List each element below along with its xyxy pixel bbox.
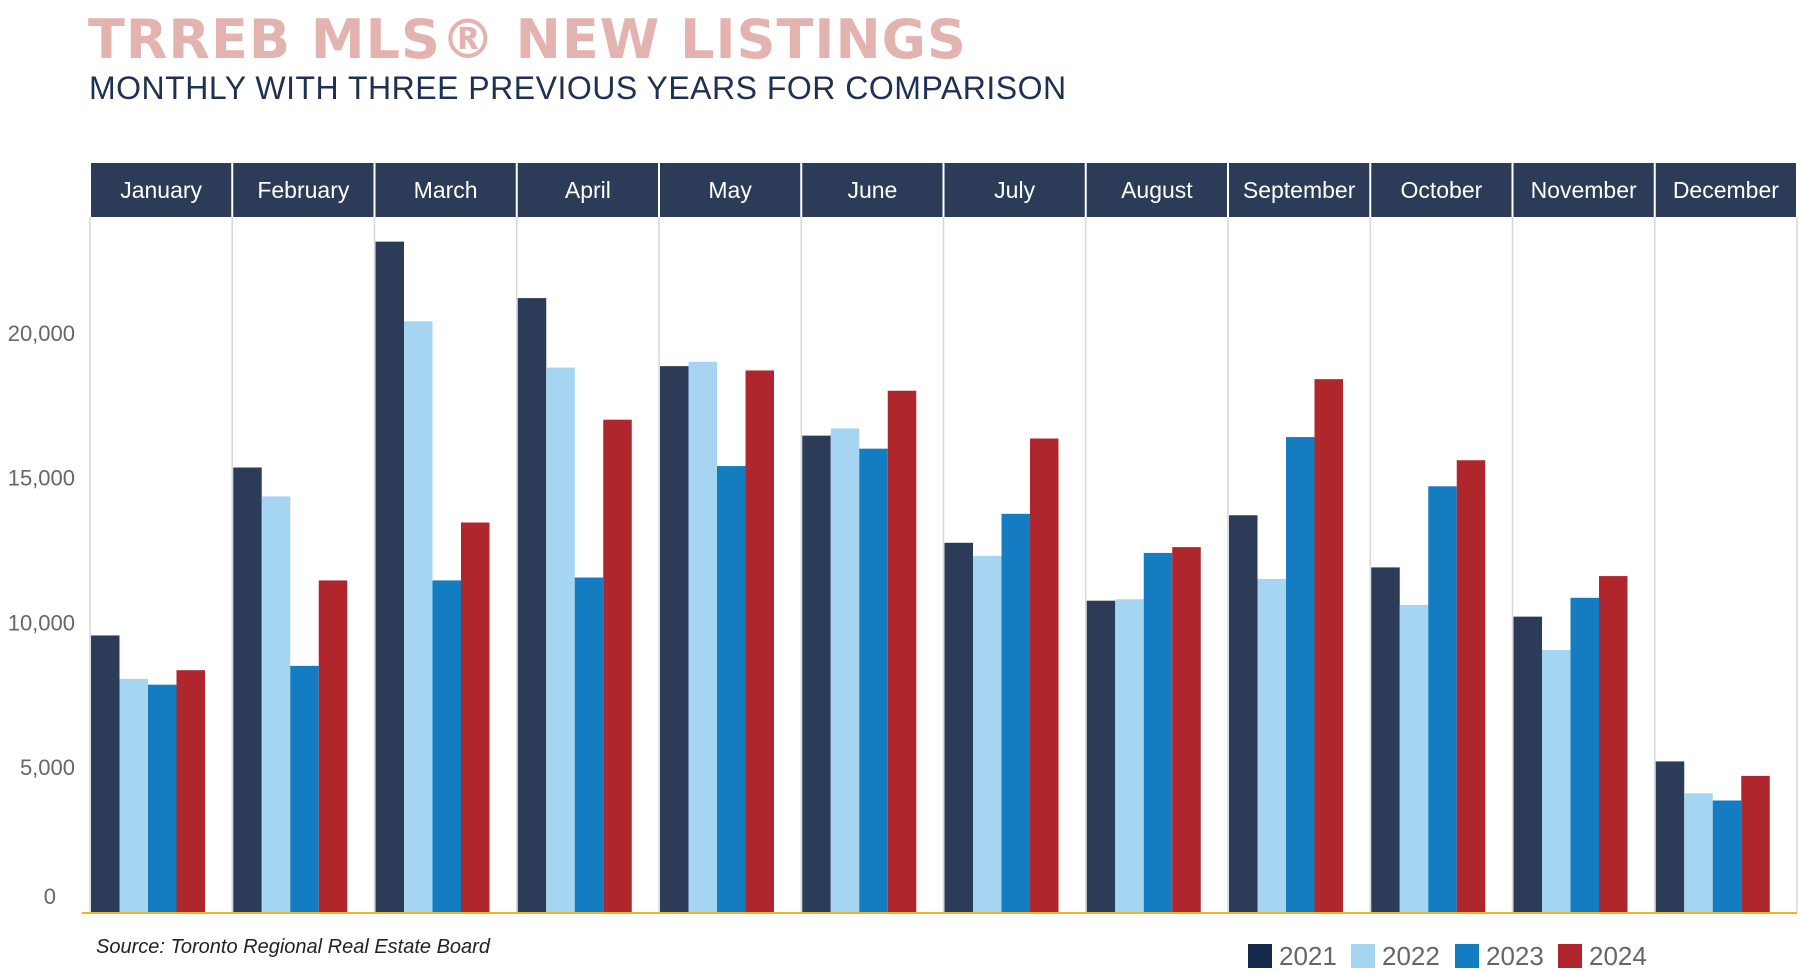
- bar-january-2021: [91, 635, 120, 912]
- bar-june-2021: [802, 435, 831, 912]
- month-label: November: [1531, 177, 1637, 203]
- month-header-november: [1513, 163, 1654, 217]
- bar-july-2022: [973, 555, 1002, 912]
- bar-july-2024: [1030, 438, 1059, 912]
- bar-march-2022: [404, 321, 433, 912]
- month-header-december: [1655, 163, 1796, 217]
- y-tick-label: 15,000: [8, 466, 75, 491]
- bar-march-2023: [432, 580, 461, 912]
- month-label: April: [565, 177, 611, 203]
- month-header-february: [233, 163, 374, 217]
- legend: 2021 2022 2023 2024: [1248, 941, 1647, 971]
- bar-march-2021: [375, 241, 404, 913]
- month-label: July: [994, 177, 1035, 203]
- bar-december-2021: [1655, 761, 1685, 912]
- legend-label-2022: 2022: [1382, 941, 1440, 971]
- bar-november-2022: [1542, 649, 1571, 912]
- month-label: March: [414, 177, 478, 203]
- bar-december-2024: [1741, 775, 1770, 912]
- bar-august-2023: [1143, 552, 1173, 912]
- month-label: August: [1121, 177, 1193, 203]
- legend-swatch-2021: [1248, 944, 1272, 968]
- month-label: October: [1400, 177, 1482, 203]
- bar-may-2022: [688, 361, 717, 913]
- bar-august-2022: [1115, 599, 1144, 912]
- bar-november-2023: [1570, 597, 1599, 912]
- bar-october-2024: [1456, 460, 1486, 912]
- legend-swatch-2022: [1351, 944, 1375, 968]
- legend-label-2021: 2021: [1279, 941, 1337, 971]
- bar-september-2023: [1286, 437, 1315, 912]
- bar-april-2024: [603, 419, 632, 912]
- month-header-row: January February March April May June July Augu…: [91, 163, 1796, 217]
- legend-swatch-2023: [1455, 944, 1479, 968]
- month-label: January: [120, 177, 202, 203]
- bar-february-2022: [261, 496, 291, 912]
- bar-october-2023: [1428, 486, 1457, 912]
- bar-august-2024: [1172, 547, 1201, 912]
- month-header-august: [1086, 163, 1227, 217]
- chart-title: TRREB MLS® NEW LISTINGS: [88, 8, 967, 71]
- bar-september-2022: [1257, 578, 1286, 912]
- bar-december-2023: [1712, 800, 1742, 912]
- bar-january-2023: [148, 684, 177, 912]
- month-header-january: [91, 163, 232, 217]
- source-note: Source: Toronto Regional Real Estate Boa…: [96, 936, 490, 958]
- bar-june-2023: [859, 448, 888, 912]
- bar-november-2021: [1513, 616, 1542, 912]
- bar-november-2024: [1599, 576, 1628, 912]
- month-header-september: [1229, 163, 1370, 217]
- month-header-may: [660, 163, 801, 217]
- y-tick-label: 5,000: [20, 755, 75, 780]
- bar-july-2021: [944, 542, 973, 912]
- y-axis: 0 5,000 10,000 15,000 20,000: [8, 321, 75, 909]
- month-label: December: [1673, 177, 1779, 203]
- month-label: February: [257, 177, 350, 203]
- bar-october-2021: [1371, 567, 1400, 912]
- bar-march-2024: [461, 522, 490, 912]
- bar-may-2024: [745, 370, 774, 913]
- legend-label-2024: 2024: [1589, 941, 1647, 971]
- bar-february-2021: [233, 467, 262, 912]
- month-label: May: [708, 177, 752, 203]
- bar-october-2022: [1399, 605, 1429, 912]
- bar-january-2024: [176, 670, 205, 912]
- bar-august-2021: [1086, 600, 1116, 912]
- bar-april-2023: [574, 577, 604, 912]
- month-label: June: [847, 177, 897, 203]
- month-header-april: [517, 163, 658, 217]
- legend-swatch-2024: [1558, 944, 1582, 968]
- bar-may-2021: [660, 366, 689, 913]
- bar-february-2023: [290, 665, 319, 912]
- bar-september-2024: [1314, 379, 1343, 913]
- bar-april-2022: [546, 367, 575, 912]
- bar-june-2022: [830, 428, 860, 912]
- bar-may-2023: [717, 466, 746, 912]
- legend-label-2023: 2023: [1486, 941, 1544, 971]
- y-tick-label: 0: [44, 884, 56, 909]
- bar-june-2024: [887, 390, 917, 912]
- bar-december-2022: [1684, 793, 1713, 912]
- bar-february-2024: [318, 580, 348, 912]
- y-tick-label: 20,000: [8, 321, 75, 346]
- bar-september-2021: [1229, 515, 1258, 912]
- month-header-june: [802, 163, 943, 217]
- y-tick-label: 10,000: [8, 610, 75, 635]
- bars-group: [91, 241, 1770, 913]
- bar-january-2022: [119, 678, 148, 912]
- month-dividers: [89, 217, 1798, 912]
- bar-july-2023: [1001, 513, 1030, 912]
- bar-april-2021: [517, 298, 547, 912]
- month-header-october: [1371, 163, 1512, 217]
- month-label: September: [1243, 177, 1356, 203]
- month-header-july: [944, 163, 1085, 217]
- month-header-march: [375, 163, 516, 217]
- chart-subtitle: MONTHLY WITH THREE PREVIOUS YEARS FOR CO…: [89, 70, 1067, 106]
